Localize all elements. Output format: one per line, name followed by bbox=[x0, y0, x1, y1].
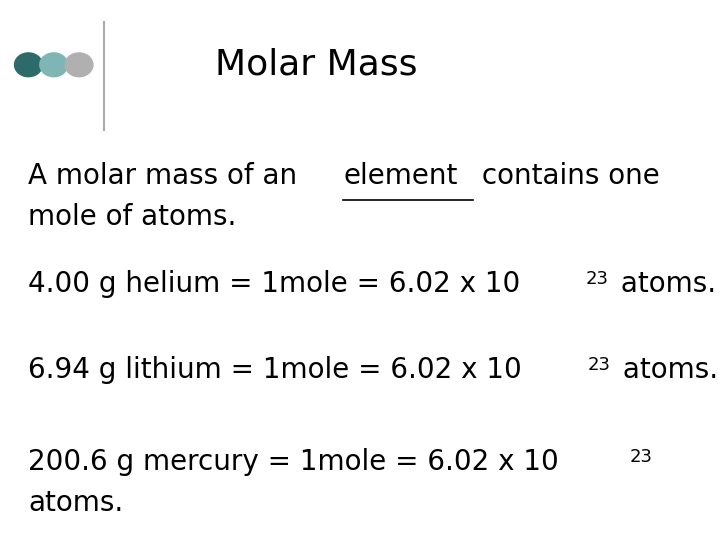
Text: mole of atoms.: mole of atoms. bbox=[29, 202, 237, 231]
Text: atoms.: atoms. bbox=[29, 489, 124, 517]
Text: A molar mass of an: A molar mass of an bbox=[29, 162, 307, 190]
Circle shape bbox=[40, 53, 68, 77]
Text: 23: 23 bbox=[588, 356, 611, 374]
Text: atoms.: atoms. bbox=[612, 270, 716, 298]
Text: 23: 23 bbox=[586, 270, 609, 288]
Text: contains one: contains one bbox=[473, 162, 660, 190]
Text: 23: 23 bbox=[629, 448, 652, 466]
Text: element: element bbox=[343, 162, 458, 190]
Text: 4.00 g helium = 1mole = 6.02 x 10: 4.00 g helium = 1mole = 6.02 x 10 bbox=[29, 270, 521, 298]
Text: atoms.: atoms. bbox=[613, 356, 718, 384]
Text: 6.94 g lithium = 1mole = 6.02 x 10: 6.94 g lithium = 1mole = 6.02 x 10 bbox=[29, 356, 522, 384]
Text: Molar Mass: Molar Mass bbox=[215, 48, 418, 82]
Circle shape bbox=[65, 53, 93, 77]
Circle shape bbox=[14, 53, 42, 77]
Text: 200.6 g mercury = 1mole = 6.02 x 10: 200.6 g mercury = 1mole = 6.02 x 10 bbox=[29, 448, 559, 476]
